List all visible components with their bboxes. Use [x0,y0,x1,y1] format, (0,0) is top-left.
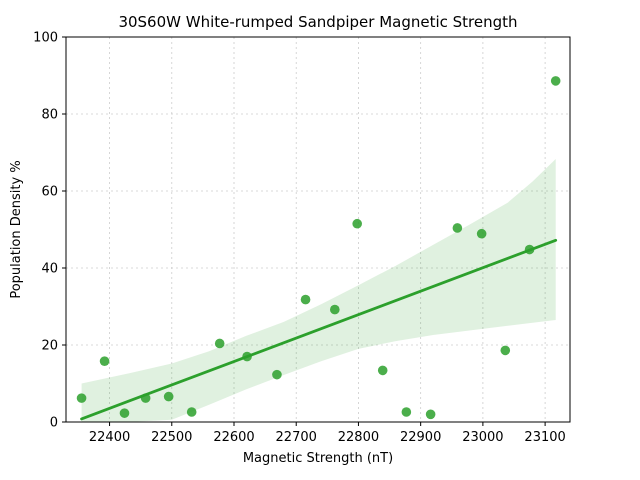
data-points [76,76,561,420]
x-tick-label: 23100 [524,430,565,445]
data-point [242,351,252,362]
data-point [272,369,282,380]
y-tick-label: 80 [41,108,58,123]
y-axis-label: Population Density % [9,160,24,298]
x-tick-label: 22700 [276,430,317,445]
data-point [140,393,151,403]
x-axis-label: Magnetic Strength (nT) [243,451,393,466]
regression-line-group [80,238,558,421]
data-point [163,391,174,402]
chart-title: 30S60W White-rumped Sandpiper Magnetic S… [118,13,517,31]
regression-line [80,238,558,421]
x-tick-label: 22600 [213,430,254,445]
data-point [119,408,130,418]
y-tick-label: 60 [41,185,58,200]
data-point [550,76,561,86]
x-tick-label: 23000 [462,430,503,445]
data-point [76,393,87,403]
data-point [352,218,363,229]
confidence-band-area [81,159,556,422]
x-tick-label: 22500 [151,430,192,445]
plot-frame [65,36,571,423]
data-point [99,356,110,366]
x-tick-label: 22900 [400,430,441,445]
x-tick-label: 22400 [89,430,130,445]
data-point [401,407,412,417]
y-tick-label: 20 [41,339,58,354]
data-point [500,345,511,356]
y-tick-label: 100 [33,31,58,46]
x-tick-label: 22800 [338,430,379,445]
y-axis: 0 20 40 60 80 100 [33,31,66,431]
data-point [186,407,197,417]
y-tick-label: 0 [50,416,58,431]
data-point [330,304,340,315]
data-point [476,228,487,239]
data-point [377,365,388,376]
x-axis: 22400 22500 22600 22700 22800 22900 23000 23100 [89,422,566,445]
data-point [524,244,535,255]
data-point [214,338,225,349]
data-point [425,409,436,420]
confidence-band [81,159,556,422]
y-tick-label: 40 [41,262,58,277]
data-point [300,294,311,305]
data-point [452,223,463,233]
